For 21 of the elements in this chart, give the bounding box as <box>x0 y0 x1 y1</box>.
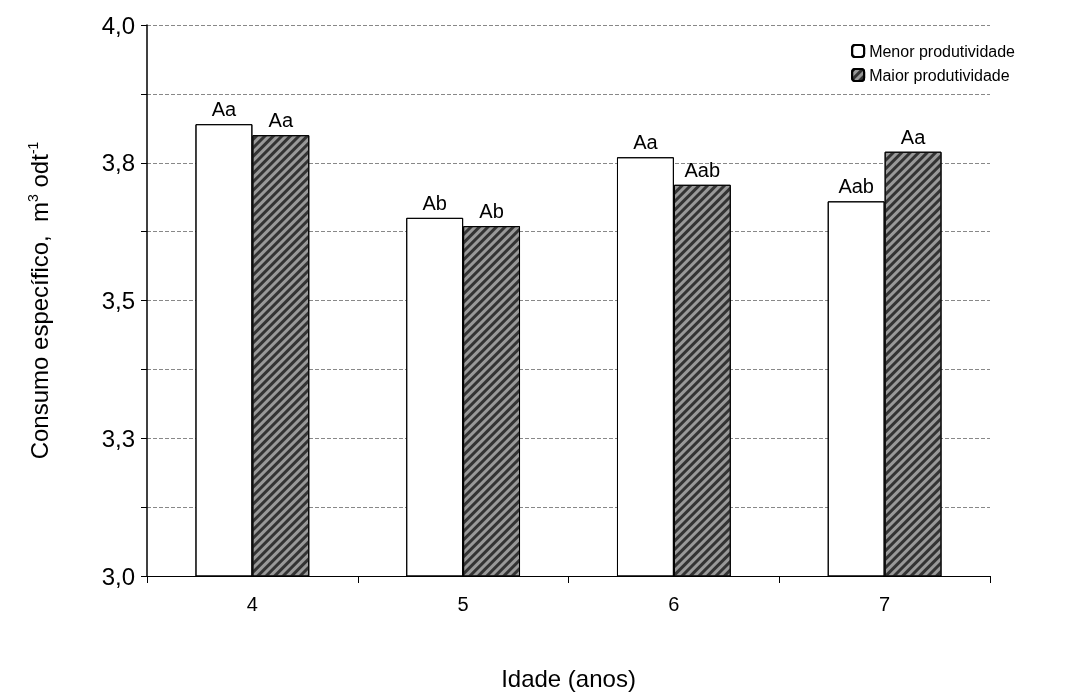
data-label: Aab <box>684 158 721 181</box>
data-label: Aa <box>633 131 659 154</box>
data-label: Aab <box>838 175 874 198</box>
x-axis-title: Idade (anos) <box>501 664 636 692</box>
x-tick-label: 7 <box>879 593 891 615</box>
data-label: Aa <box>900 125 927 148</box>
y-tick-label: 3,8 <box>101 149 135 177</box>
legend-label: Menor produtividade <box>869 42 1016 60</box>
x-tick-label: 4 <box>246 593 258 615</box>
data-label: Aa <box>211 98 238 121</box>
y-tick-label: 4,0 <box>101 11 135 39</box>
legend-label: Maior produtividade <box>869 66 1010 84</box>
y-tick-label: 3,5 <box>101 287 135 314</box>
x-tick-label: 6 <box>668 593 680 615</box>
y-axis-title: Consumo específico, m3 odt-1 <box>25 141 53 460</box>
x-tick-label: 5 <box>457 593 469 615</box>
data-label: Ab <box>479 200 504 223</box>
y-tick-label: 3,3 <box>101 424 135 452</box>
data-label: Ab <box>422 191 447 214</box>
data-label: Aa <box>268 109 294 132</box>
y-tick-label: 3,0 <box>101 562 135 590</box>
